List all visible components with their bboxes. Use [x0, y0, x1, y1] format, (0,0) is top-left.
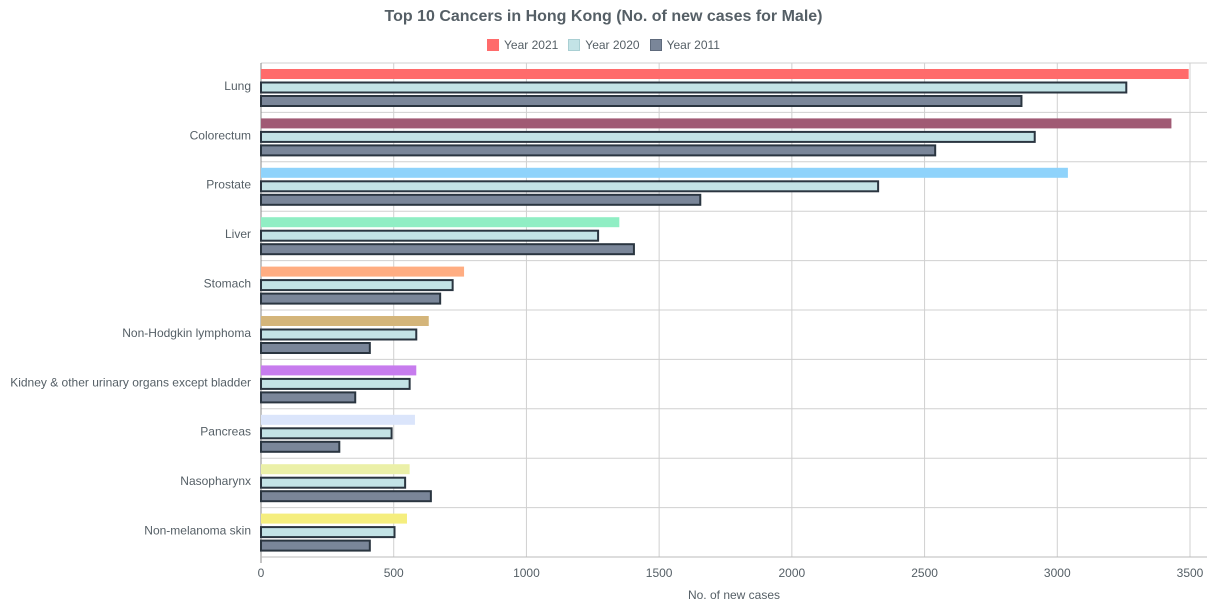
legend-item-year-2021[interactable]: Year 2021 [487, 38, 558, 52]
category-label: Stomach [204, 276, 251, 290]
bar-year-2021[interactable] [261, 464, 410, 475]
bar-year-2021[interactable] [261, 217, 620, 228]
legend-label-year-2020: Year 2020 [585, 38, 640, 52]
category-labels: Lung Colorectum Prostate Liver Stomach Non-Ho… [10, 79, 251, 538]
x-tick-label: 2000 [779, 566, 806, 580]
legend-item-year-2011[interactable]: Year 2011 [649, 38, 720, 52]
grid-lines [260, 62, 1207, 563]
bar-year-2021[interactable] [261, 266, 465, 277]
bar-year-2021[interactable] [261, 513, 407, 524]
bar-year-2011[interactable] [260, 342, 371, 354]
bar-year-2020[interactable] [260, 130, 1036, 143]
bar-year-2011[interactable] [260, 391, 357, 404]
bar-year-2011[interactable] [260, 243, 635, 256]
bar-year-2020[interactable] [260, 427, 393, 440]
x-tick-label: 0 [258, 566, 265, 580]
bar-year-2011[interactable] [260, 144, 937, 157]
category-label: Kidney & other urinary organs except bla… [10, 375, 251, 389]
category-label: Colorectum [190, 128, 251, 142]
bar-year-2021[interactable] [261, 167, 1068, 178]
bar-year-2011[interactable] [260, 193, 702, 206]
category-label: Non-melanoma skin [144, 523, 251, 537]
bar-year-2011[interactable] [260, 95, 1023, 107]
chart-title: Top 10 Cancers in Hong Kong (No. of new … [384, 8, 823, 25]
bar-year-2021[interactable] [261, 365, 417, 376]
x-tick-label: 1000 [513, 566, 540, 580]
legend-label-year-2021: Year 2021 [504, 38, 559, 52]
legend-swatch-year-2011 [649, 39, 662, 51]
category-label: Lung [224, 79, 251, 93]
x-tick-label: 3000 [1044, 566, 1071, 580]
legend-swatch-year-2020 [568, 39, 581, 51]
category-label: Prostate [206, 178, 251, 192]
x-tick-label: 2500 [911, 566, 938, 580]
x-tick-label: 1500 [646, 566, 673, 580]
legend-swatch-year-2021 [487, 39, 500, 51]
category-label: Pancreas [200, 425, 251, 439]
legend-label-year-2011: Year 2011 [666, 38, 720, 52]
x-axis-title: No. of new cases [688, 588, 780, 602]
bar-year-2021[interactable] [261, 69, 1189, 79]
bar-year-2021[interactable] [261, 316, 429, 326]
bar-year-2011[interactable] [260, 440, 341, 453]
category-label: Non-Hodgkin lymphoma [122, 326, 251, 340]
bar-year-2011[interactable] [260, 539, 371, 552]
bar-year-2020[interactable] [260, 377, 411, 390]
bar-year-2020[interactable] [260, 328, 418, 341]
bar-year-2011[interactable] [260, 292, 442, 305]
x-tick-label: 3500 [1177, 566, 1204, 580]
category-label: Nasopharynx [180, 474, 251, 488]
chart-legend: Year 2021 Year 2020 Year 2011 [0, 38, 1207, 52]
bar-year-2020[interactable] [260, 180, 880, 193]
bars [260, 69, 1189, 552]
bar-year-2020[interactable] [260, 279, 454, 292]
bar-year-2020[interactable] [260, 81, 1128, 94]
bar-year-2011[interactable] [260, 490, 432, 503]
category-label: Liver [225, 227, 251, 241]
bar-year-2020[interactable] [260, 229, 600, 242]
x-axis-ticks: 0 500 1000 1500 2000 2500 3000 3500 [258, 566, 1204, 580]
bar-year-2021[interactable] [261, 414, 415, 425]
bar-year-2020[interactable] [260, 526, 396, 539]
legend-item-year-2020[interactable]: Year 2020 [568, 38, 640, 52]
bar-year-2021[interactable] [261, 118, 1172, 129]
x-tick-label: 500 [384, 566, 404, 580]
bar-year-2020[interactable] [260, 476, 407, 489]
